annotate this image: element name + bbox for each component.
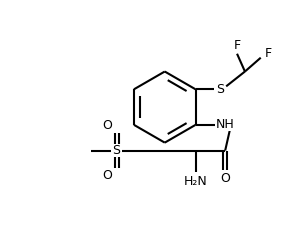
Text: O: O: [220, 172, 230, 185]
Text: S: S: [216, 83, 224, 96]
Text: F: F: [265, 47, 272, 60]
Text: H₂N: H₂N: [184, 175, 207, 188]
Text: O: O: [103, 169, 113, 182]
Text: S: S: [113, 144, 121, 157]
Text: NH: NH: [216, 118, 235, 131]
Text: F: F: [233, 39, 241, 52]
Text: O: O: [103, 119, 113, 132]
